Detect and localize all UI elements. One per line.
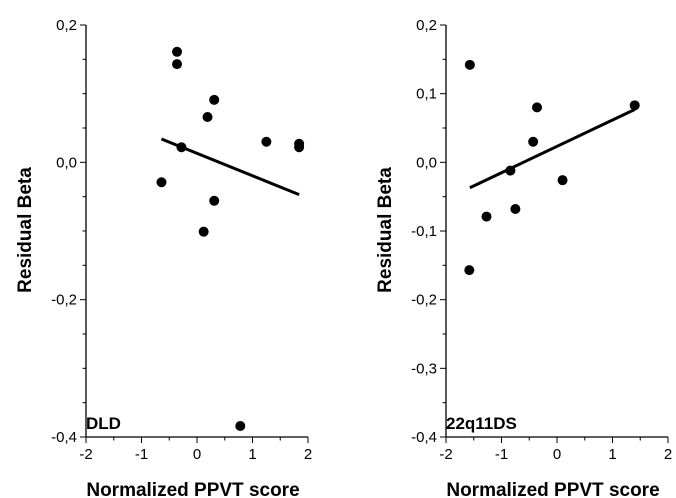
x-tick-label: 2	[664, 446, 672, 463]
x-tick-label: -2	[439, 446, 452, 463]
y-tick-label: 0,0	[416, 154, 437, 171]
data-point	[209, 195, 220, 206]
data-point	[156, 177, 167, 188]
x-tick-label: 1	[608, 446, 616, 463]
regression-line	[469, 108, 636, 190]
data-point	[172, 59, 183, 70]
data-point	[209, 94, 220, 105]
data-point	[510, 204, 521, 215]
y-tick-label: 0,0	[56, 154, 77, 171]
y-tick-label: -0,2	[411, 292, 437, 309]
data-point	[528, 136, 539, 147]
y-tick-label: -0,4	[51, 429, 77, 446]
data-point	[557, 175, 568, 186]
y-tick-label: -0,4	[411, 429, 437, 446]
x-tick-label: 0	[553, 446, 561, 463]
x-ticks: -2 -1 0 1 2	[79, 437, 312, 463]
data-point	[629, 100, 640, 111]
y-axis-title: Residual Beta	[375, 167, 396, 293]
y-axis-title: Residual Beta	[15, 167, 36, 293]
x-tick-label: 1	[248, 446, 256, 463]
x-tick-label: 2	[304, 446, 312, 463]
y-tick-label: 0,2	[56, 17, 77, 34]
data-point	[198, 226, 209, 237]
y-tick-label: -0,1	[411, 223, 437, 240]
x-axis-title: Normalized PPVT score	[446, 480, 659, 498]
data-point	[176, 142, 187, 153]
data-point	[202, 112, 213, 123]
y-tick-label: 0,2	[416, 17, 437, 34]
data-point	[464, 59, 475, 70]
x-tick-label: -1	[495, 446, 508, 463]
panel-22q11ds: -2 -1 0 1 2 0,2 0,1 0,0 -0,1 -0,2 -0,3 -0,4 22q11D…	[375, 17, 672, 498]
fit-line	[469, 108, 636, 190]
axes-frame	[85, 25, 308, 438]
axes-frame	[445, 25, 668, 438]
data-point	[505, 165, 516, 176]
x-tick-label: -2	[79, 446, 92, 463]
y-tick-label: -0,3	[411, 360, 437, 377]
data-point	[235, 421, 246, 432]
data-point	[172, 46, 183, 57]
x-tick-label: -1	[135, 446, 148, 463]
data-points	[156, 46, 305, 432]
data-point	[532, 102, 543, 113]
panel-dld: -2 -1 0 1 2 0,2 0,0 -0,2 -0,4 DLD Normalized PP…	[15, 17, 312, 498]
panel-label: DLD	[86, 414, 121, 433]
data-point	[294, 142, 305, 153]
panel-label: 22q11DS	[446, 414, 517, 433]
y-tick-label: 0,1	[416, 86, 437, 103]
data-points	[464, 59, 640, 276]
x-ticks: -2 -1 0 1 2	[439, 437, 672, 463]
data-point	[261, 136, 272, 147]
data-point	[481, 211, 492, 222]
x-tick-label: 0	[193, 446, 201, 463]
y-tick-label: -0,2	[51, 292, 77, 309]
y-ticks: 0,2 0,1 0,0 -0,1 -0,2 -0,3 -0,4	[411, 17, 446, 446]
x-axis-title: Normalized PPVT score	[86, 480, 299, 498]
y-ticks: 0,2 0,0 -0,2 -0,4	[51, 17, 86, 446]
data-point	[464, 265, 475, 276]
